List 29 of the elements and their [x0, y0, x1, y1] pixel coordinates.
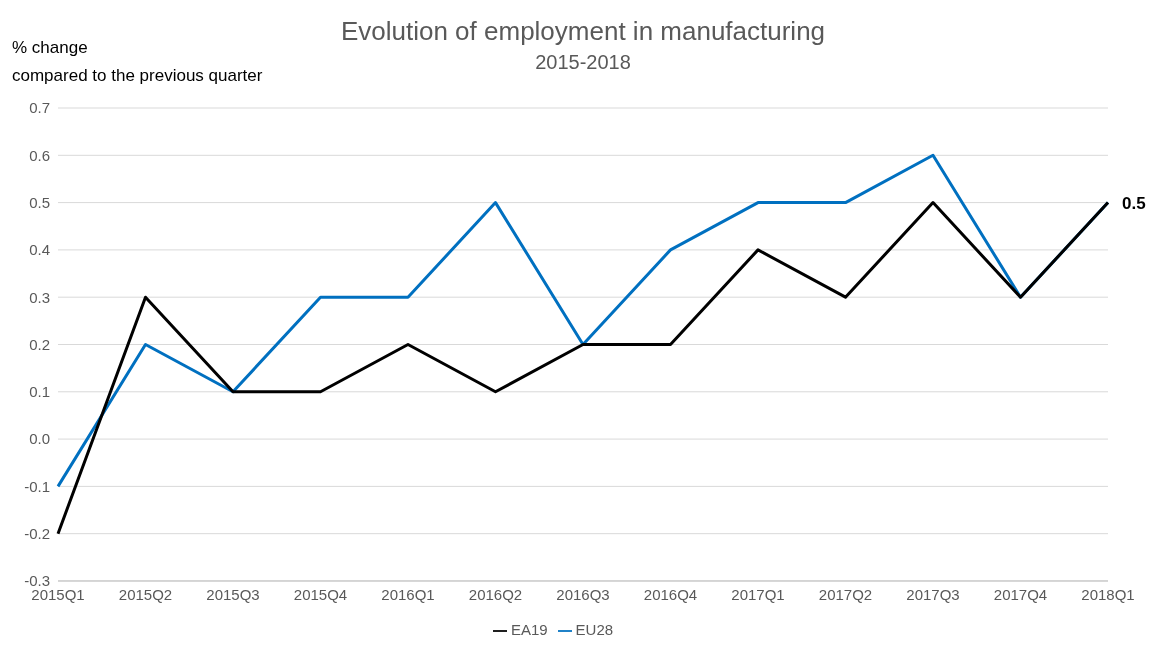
- x-tick-label: 2017Q2: [818, 585, 873, 603]
- x-tick-label: 2017Q3: [906, 585, 960, 603]
- chart-title: Evolution of employment in manufacturing: [340, 16, 826, 46]
- x-tick-label: 2016Q3: [556, 585, 610, 603]
- y-tick-label: 0.5: [29, 193, 50, 211]
- y-tick-label: 0.1: [29, 383, 50, 401]
- y-tick-label: 0.2: [29, 335, 50, 353]
- y-tick-label: -0.2: [24, 525, 50, 542]
- x-tick-label: 2018Q1: [1081, 585, 1135, 603]
- x-tick-label: 2015Q3: [206, 585, 260, 603]
- y-tick-label: 0.7: [29, 99, 50, 117]
- data-label: 0.5: [1122, 193, 1146, 213]
- y-tick-label: 0.6: [29, 146, 50, 164]
- chart-subtitle: 2015-2018: [535, 51, 631, 73]
- x-tick-label: 2015Q4: [293, 585, 348, 603]
- x-tick-label: 2016Q2: [468, 585, 523, 603]
- x-tick-label: 2016Q1: [381, 585, 435, 603]
- y-tick-label: 0.3: [29, 288, 50, 306]
- y-tick-label: 0.4: [29, 241, 50, 259]
- x-tick-label: 2015Q2: [118, 585, 173, 603]
- x-tick-label: 2017Q1: [731, 585, 785, 603]
- legend-label: EU28: [575, 620, 614, 638]
- y-axis-title: % change compared to the previous quarter: [12, 37, 263, 87]
- y-tick-label: 0.0: [29, 430, 50, 448]
- x-tick-label: 2016Q4: [643, 585, 698, 603]
- line-series: [56, 201, 1110, 536]
- legend-label: EA19: [510, 620, 548, 638]
- x-tick-label: 2017Q4: [993, 585, 1048, 603]
- y-tick-label: -0.1: [24, 477, 50, 495]
